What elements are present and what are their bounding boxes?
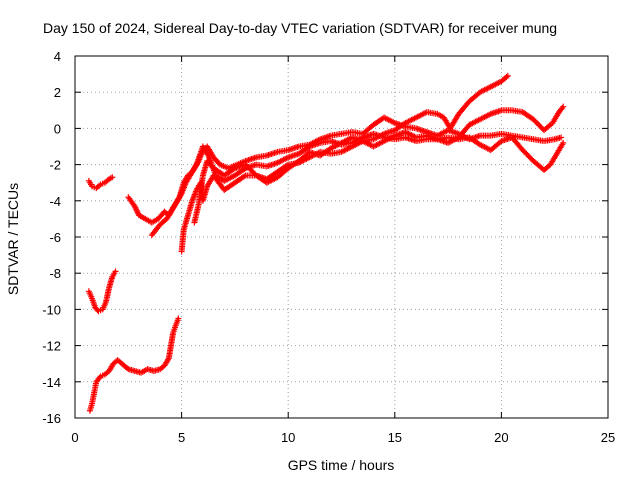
y-tick-label: 4 <box>54 49 61 64</box>
series-segment-a <box>85 174 116 192</box>
y-axis-label: SDTVAR / TECUs <box>5 183 21 295</box>
data-point <box>96 374 103 381</box>
y-tick-label: -2 <box>49 158 61 173</box>
data-point <box>559 105 566 112</box>
data-layer <box>85 72 567 414</box>
data-point <box>112 268 119 275</box>
grid-layer <box>75 56 608 418</box>
y-tick-label: -8 <box>49 266 61 281</box>
tick-layer: 0 5 10 15 20 25 -16 -14 -12 -10 -8 -6 -4 -2 0 2 4 <box>42 49 615 445</box>
x-tick-label: 0 <box>71 430 78 445</box>
x-tick-label: 15 <box>388 430 402 445</box>
x-tick-label: 10 <box>281 430 295 445</box>
y-tick-label: -16 <box>42 411 61 426</box>
series-segment-e <box>148 103 567 239</box>
y-tick-label: 0 <box>54 121 61 136</box>
y-tick-label: -6 <box>49 230 61 245</box>
data-point <box>558 134 565 141</box>
data-point <box>504 72 511 79</box>
data-point <box>560 139 567 146</box>
data-point <box>175 315 182 322</box>
series-segment-g <box>191 129 567 226</box>
x-tick-label: 20 <box>494 430 508 445</box>
y-tick-label: 2 <box>54 85 61 100</box>
y-tick-label: -12 <box>42 339 61 354</box>
series-segment-c <box>86 315 182 414</box>
x-tick-label: 25 <box>601 430 615 445</box>
data-point <box>503 73 510 80</box>
x-axis-label: GPS time / hours <box>288 457 395 473</box>
y-tick-label: -4 <box>49 194 61 209</box>
data-point <box>109 174 116 181</box>
y-tick-label: -14 <box>42 375 61 390</box>
data-point <box>241 173 248 180</box>
x-tick-label: 5 <box>178 430 185 445</box>
y-tick-label: -10 <box>42 302 61 317</box>
chart-title: Day 150 of 2024, Sidereal Day-to-day VTE… <box>43 20 557 36</box>
series-segment-b <box>85 268 119 315</box>
data-point <box>560 103 567 110</box>
